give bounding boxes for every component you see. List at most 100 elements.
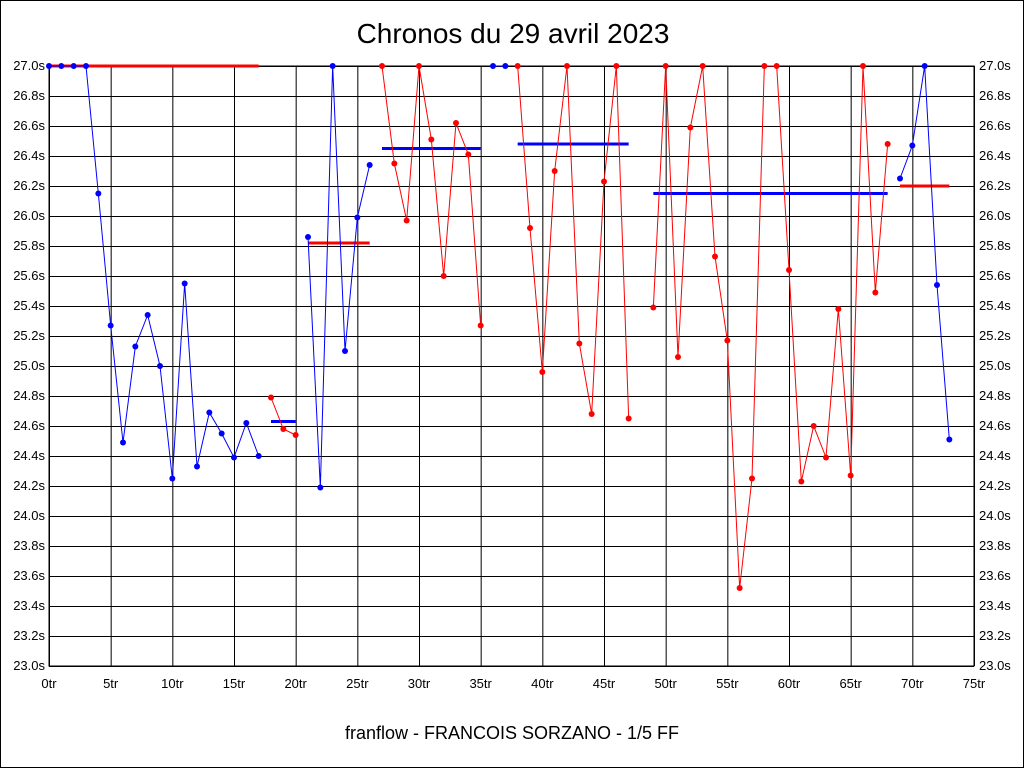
lap-point bbox=[83, 63, 89, 69]
y-tick-label: 24.0s bbox=[979, 508, 1011, 523]
lap-point bbox=[379, 63, 385, 69]
lap-point bbox=[490, 63, 496, 69]
lap-point bbox=[169, 475, 176, 482]
lap-point bbox=[872, 289, 879, 296]
y-tick-label: 23.4s bbox=[979, 598, 1011, 613]
lap-point bbox=[736, 585, 743, 591]
lap-point bbox=[724, 337, 731, 344]
lap-point bbox=[934, 282, 940, 288]
y-tick-label: 24.4s bbox=[979, 448, 1011, 463]
lap-point bbox=[514, 63, 521, 69]
lap-point bbox=[786, 267, 792, 273]
lap-point bbox=[107, 322, 114, 329]
x-tick-label: 65tr bbox=[839, 676, 862, 691]
lap-point bbox=[860, 63, 866, 69]
lap-point bbox=[391, 160, 398, 167]
x-tick-label: 40tr bbox=[531, 676, 554, 691]
y-tick-label: 25.8s bbox=[979, 238, 1011, 253]
lap-point bbox=[206, 409, 213, 416]
y-tick-label: 26.8s bbox=[13, 88, 45, 103]
lap-point bbox=[687, 124, 694, 131]
x-tick-label: 20tr bbox=[284, 676, 307, 691]
lap-point bbox=[712, 253, 718, 260]
lap-point bbox=[95, 190, 102, 197]
x-tick-label: 5tr bbox=[103, 676, 119, 691]
y-tick-label: 24.2s bbox=[13, 478, 45, 493]
x-tick-label: 70tr bbox=[901, 676, 924, 691]
y-tick-label: 23.8s bbox=[979, 538, 1011, 553]
chart-caption: franflow - FRANCOIS SORZANO - 1/5 FF bbox=[345, 723, 679, 743]
y-tick-label: 25.6s bbox=[979, 268, 1011, 283]
lap-point bbox=[884, 141, 891, 147]
lap-point bbox=[835, 306, 842, 312]
x-tick-label: 10tr bbox=[161, 676, 184, 691]
y-tick-label: 23.6s bbox=[979, 568, 1011, 583]
grid bbox=[49, 66, 975, 667]
lap-point bbox=[268, 394, 274, 401]
x-tick-label: 50tr bbox=[654, 676, 677, 691]
y-tick-label: 26.2s bbox=[13, 178, 45, 193]
x-tick-label: 75tr bbox=[963, 676, 986, 691]
y-tick-label: 24.2s bbox=[979, 478, 1011, 493]
y-tick-label: 23.2s bbox=[13, 628, 45, 643]
lap-point bbox=[675, 354, 681, 360]
lap-series bbox=[46, 63, 953, 591]
lap-point bbox=[416, 63, 422, 69]
lap-point bbox=[909, 142, 916, 149]
lap-point bbox=[847, 472, 854, 479]
lap-point bbox=[897, 175, 903, 182]
lap-point bbox=[440, 273, 447, 279]
lap-point bbox=[329, 63, 336, 69]
plot-border bbox=[48, 65, 975, 667]
lap-point bbox=[231, 454, 237, 461]
lap-point bbox=[243, 420, 250, 426]
lap-point bbox=[194, 463, 200, 470]
y-tick-label: 24.8s bbox=[13, 388, 45, 403]
lap-point bbox=[662, 63, 669, 69]
lap-point bbox=[946, 436, 953, 443]
lap-point bbox=[46, 63, 52, 69]
y-tick-label: 23.0s bbox=[13, 658, 45, 673]
y-tick-label: 25.2s bbox=[13, 328, 45, 343]
y-axis-left: 23.0s 23.2s 23.4s 23.6s 23.8s 24.0s 24.2s 24.4s… bbox=[13, 58, 45, 673]
lap-point bbox=[773, 63, 780, 69]
y-tick-label: 24.4s bbox=[13, 448, 45, 463]
x-tick-label: 45tr bbox=[593, 676, 616, 691]
y-tick-label: 24.6s bbox=[979, 418, 1011, 433]
y-tick-label: 23.6s bbox=[13, 568, 45, 583]
series-line bbox=[381, 65, 482, 326]
lap-point bbox=[601, 178, 607, 185]
lap-point bbox=[810, 423, 817, 429]
lap-point bbox=[527, 225, 533, 231]
lap-point bbox=[428, 136, 435, 143]
y-tick-label: 26.2s bbox=[979, 178, 1011, 193]
lap-point bbox=[613, 63, 620, 69]
x-tick-label: 55tr bbox=[716, 676, 739, 691]
lap-point bbox=[625, 415, 632, 422]
average-lines bbox=[49, 64, 950, 423]
y-tick-label: 25.8s bbox=[13, 238, 45, 253]
lap-point bbox=[576, 340, 583, 347]
y-tick-label: 26.4s bbox=[979, 148, 1011, 163]
lap-point bbox=[650, 304, 657, 311]
y-tick-label: 24.6s bbox=[13, 418, 45, 433]
x-tick-label: 35tr bbox=[469, 676, 492, 691]
lap-point bbox=[564, 63, 570, 69]
lap-point bbox=[280, 426, 287, 432]
lap-point bbox=[921, 63, 928, 69]
series-line bbox=[49, 65, 260, 479]
y-tick-label: 26.6s bbox=[13, 118, 45, 133]
lap-point bbox=[120, 439, 126, 446]
lap-point bbox=[502, 63, 509, 69]
lap-point bbox=[342, 348, 348, 354]
y-tick-label: 27.0s bbox=[13, 58, 45, 73]
x-tick-label: 60tr bbox=[778, 676, 801, 691]
lap-point bbox=[465, 151, 472, 158]
series-line bbox=[307, 65, 371, 488]
y-tick-label: 25.4s bbox=[979, 298, 1011, 313]
lap-point bbox=[453, 120, 459, 126]
lap-point bbox=[539, 369, 546, 375]
y-tick-label: 23.4s bbox=[13, 598, 45, 613]
lap-point bbox=[255, 453, 262, 459]
